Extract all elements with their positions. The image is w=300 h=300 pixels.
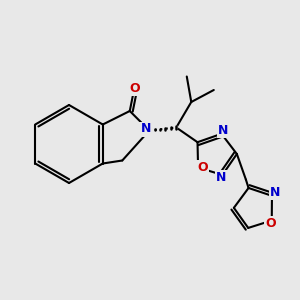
Text: N: N — [270, 186, 280, 199]
Text: O: O — [265, 217, 276, 230]
Text: N: N — [140, 122, 151, 136]
Text: N: N — [218, 124, 228, 137]
Text: N: N — [216, 171, 226, 184]
Text: O: O — [197, 161, 208, 174]
Text: O: O — [129, 82, 140, 95]
